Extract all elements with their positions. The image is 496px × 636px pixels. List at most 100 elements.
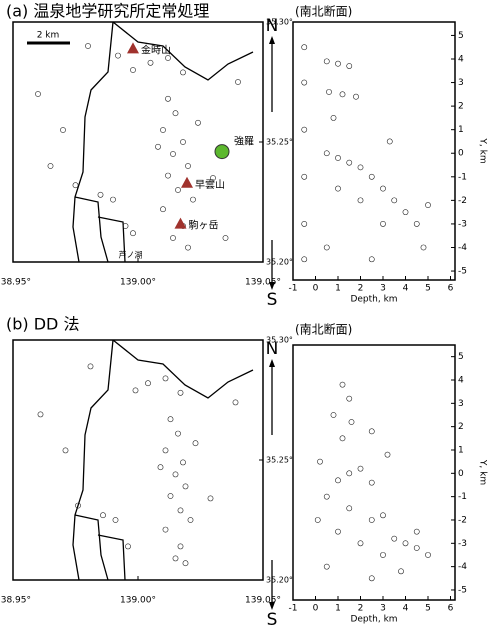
event-point bbox=[167, 416, 174, 423]
event-point bbox=[112, 517, 119, 523]
event-point bbox=[357, 540, 364, 547]
event-point bbox=[391, 535, 398, 542]
event-point bbox=[413, 221, 420, 227]
y-tick-label: 4 bbox=[458, 375, 464, 385]
event-point bbox=[368, 517, 375, 523]
x-tick-label: 139.00° bbox=[120, 278, 156, 288]
event-point bbox=[323, 58, 330, 65]
y-tick-label: 35.30° bbox=[266, 18, 293, 27]
y-tick-label: 0 bbox=[458, 469, 464, 479]
event-point bbox=[170, 151, 176, 157]
event-point bbox=[330, 412, 337, 418]
x-axis-label: Depth, km bbox=[350, 615, 397, 625]
y-tick-label: 35.25° bbox=[266, 456, 293, 465]
event-point bbox=[380, 221, 386, 227]
event-point bbox=[323, 563, 330, 570]
x-tick-label: 2 bbox=[358, 604, 364, 614]
event-point bbox=[425, 552, 431, 558]
volcano-marker bbox=[127, 42, 139, 54]
panel-title: (b) DD 法 bbox=[6, 315, 79, 334]
scale-label: 2 km bbox=[37, 31, 60, 41]
event-point bbox=[100, 512, 106, 519]
volcano-marker bbox=[174, 217, 187, 229]
y-tick-label: 1 bbox=[458, 445, 464, 455]
place-label: 駒ヶ岳 bbox=[189, 220, 219, 232]
south-arrowhead bbox=[269, 602, 275, 610]
event-point bbox=[301, 79, 308, 86]
event-point bbox=[210, 175, 216, 181]
event-point bbox=[314, 517, 321, 523]
event-point bbox=[368, 173, 375, 180]
event-point bbox=[35, 91, 41, 97]
panel-title: (南北断面) bbox=[295, 322, 352, 337]
event-point bbox=[380, 512, 386, 519]
place-label: 早雲山 bbox=[195, 179, 225, 191]
event-point bbox=[190, 196, 196, 203]
event-point bbox=[357, 164, 364, 171]
event-point bbox=[413, 545, 420, 551]
y-tick-label: 3 bbox=[458, 399, 464, 409]
event-point bbox=[346, 470, 353, 477]
place-label: 強羅 bbox=[234, 135, 254, 148]
event-point bbox=[180, 459, 186, 466]
y-tick-label: -4 bbox=[458, 243, 467, 253]
event-point bbox=[301, 256, 308, 263]
volcano-marker bbox=[181, 176, 193, 188]
north-arrowhead bbox=[269, 359, 275, 367]
plot-frame bbox=[292, 344, 456, 601]
y-tick-label: -3 bbox=[458, 219, 467, 229]
y-tick-label: -1 bbox=[458, 172, 467, 182]
y-tick-label: -2 bbox=[458, 515, 467, 525]
event-point bbox=[75, 502, 81, 509]
x-tick-label: 0 bbox=[313, 284, 319, 294]
north-arrowhead bbox=[269, 36, 275, 44]
event-point bbox=[420, 244, 427, 251]
event-point bbox=[162, 375, 169, 382]
event-point bbox=[195, 119, 201, 126]
south-arrowhead bbox=[269, 282, 275, 290]
y-tick-label: 35.20° bbox=[266, 576, 293, 585]
event-point bbox=[335, 528, 341, 535]
north-label: N bbox=[266, 339, 279, 359]
event-point bbox=[172, 555, 179, 562]
event-point bbox=[357, 197, 364, 204]
event-point bbox=[222, 235, 229, 241]
event-point bbox=[232, 399, 239, 406]
lake-label: 芦ノ湖 bbox=[119, 249, 143, 259]
event-point bbox=[335, 185, 341, 192]
event-point bbox=[207, 495, 214, 502]
panel-title: (a) 温泉地学研究所定常処理 bbox=[6, 2, 209, 21]
event-point bbox=[60, 127, 66, 133]
event-point bbox=[339, 435, 346, 442]
boundary-line bbox=[72, 21, 254, 263]
event-point bbox=[130, 67, 136, 73]
event-point bbox=[162, 526, 169, 533]
x-tick-label: 139.05° bbox=[245, 596, 281, 606]
event-point bbox=[177, 389, 184, 396]
y-tick-label: 0 bbox=[458, 149, 464, 159]
y-tick-label: 4 bbox=[458, 54, 464, 64]
event-point bbox=[167, 493, 174, 499]
event-point bbox=[147, 59, 154, 66]
y-tick-label: 3 bbox=[458, 78, 464, 88]
event-point bbox=[115, 52, 121, 59]
event-point bbox=[170, 235, 176, 241]
event-point bbox=[386, 138, 393, 145]
x-tick-label: 3 bbox=[380, 284, 386, 294]
event-point bbox=[402, 209, 409, 216]
event-point bbox=[346, 63, 353, 69]
event-point bbox=[398, 568, 404, 575]
x-tick-label: 138.95° bbox=[0, 278, 31, 288]
south-label: S bbox=[267, 610, 278, 630]
north-label: N bbox=[266, 16, 279, 36]
event-point bbox=[380, 552, 386, 558]
y-tick-label: -5 bbox=[458, 585, 467, 595]
event-point bbox=[165, 95, 171, 102]
y-tick-label: -3 bbox=[458, 539, 467, 549]
event-point bbox=[145, 380, 151, 387]
event-point bbox=[87, 363, 94, 370]
y-axis-label: Y, km bbox=[478, 137, 488, 163]
event-point bbox=[192, 440, 199, 447]
y-tick-label: 35.25° bbox=[266, 138, 293, 147]
event-point bbox=[110, 196, 116, 203]
